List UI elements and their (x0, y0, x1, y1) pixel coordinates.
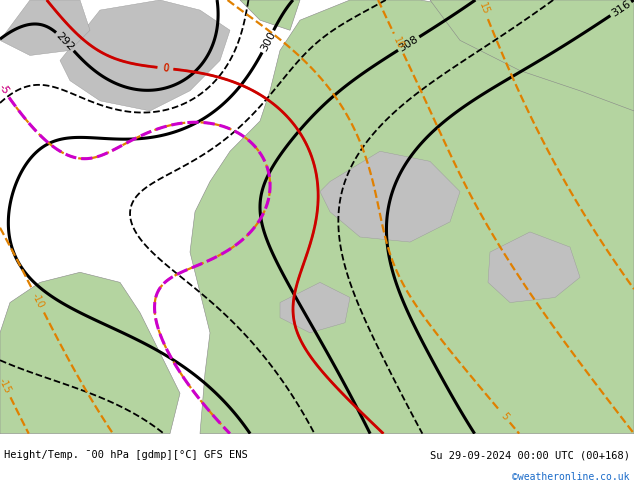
Text: -10: -10 (30, 292, 46, 310)
Text: 5: 5 (499, 411, 510, 422)
Polygon shape (0, 0, 90, 55)
Text: 292: 292 (54, 30, 76, 52)
Text: 308: 308 (397, 34, 420, 53)
Polygon shape (488, 232, 580, 302)
Polygon shape (0, 272, 180, 434)
Text: -5: -5 (0, 82, 10, 96)
Text: 316: 316 (609, 0, 632, 19)
Text: 15: 15 (477, 1, 491, 16)
Polygon shape (430, 0, 634, 111)
Text: 10: 10 (391, 36, 406, 51)
Text: Height/Temp. ¯00 hPa [gdmp][°C] GFS ENS: Height/Temp. ¯00 hPa [gdmp][°C] GFS ENS (4, 450, 248, 461)
Text: 0: 0 (162, 63, 169, 74)
Polygon shape (240, 0, 300, 30)
Text: ©weatheronline.co.uk: ©weatheronline.co.uk (512, 472, 630, 482)
Text: 300: 300 (259, 30, 277, 53)
Text: 0: 0 (162, 63, 169, 74)
Polygon shape (190, 0, 634, 434)
Text: Su 29-09-2024 00:00 UTC (00+168): Su 29-09-2024 00:00 UTC (00+168) (430, 450, 630, 461)
Polygon shape (320, 151, 460, 242)
Text: -5: -5 (0, 82, 10, 96)
Polygon shape (280, 282, 350, 333)
Polygon shape (60, 0, 230, 111)
Text: -15: -15 (0, 376, 13, 395)
